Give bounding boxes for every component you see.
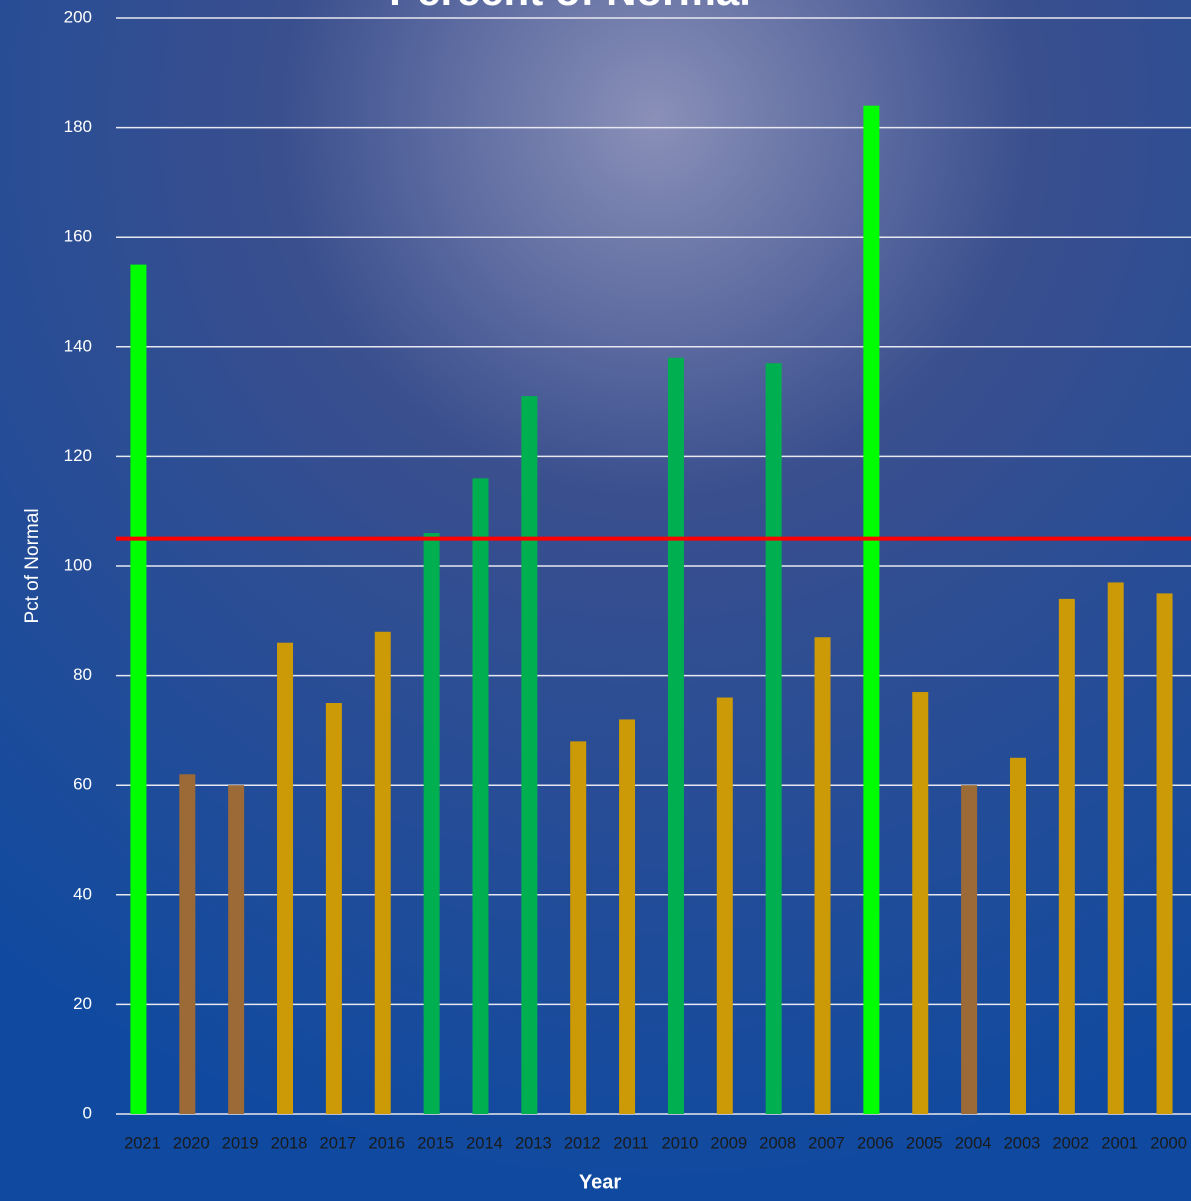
y-tick-label: 40 <box>73 884 92 903</box>
bar <box>1156 593 1173 1114</box>
y-tick-label: 100 <box>64 555 92 574</box>
bar <box>374 631 391 1114</box>
bar <box>130 264 147 1115</box>
bar <box>1058 598 1075 1114</box>
y-tick-label: 180 <box>64 117 92 136</box>
bar <box>765 363 782 1114</box>
bar <box>325 703 342 1114</box>
x-tick-label: 2005 <box>906 1134 943 1152</box>
bar <box>228 785 245 1114</box>
bar <box>961 785 978 1114</box>
bar <box>716 697 733 1114</box>
x-tick-label: 2012 <box>564 1134 601 1152</box>
y-tick-label: 140 <box>64 336 92 355</box>
x-tick-label: 2017 <box>320 1134 357 1152</box>
y-tick-label: 80 <box>73 665 92 684</box>
x-tick-label: 2002 <box>1052 1134 1089 1152</box>
bar <box>277 642 294 1114</box>
bar <box>1107 582 1124 1114</box>
bar <box>912 692 929 1114</box>
x-axis-label: Year <box>579 1171 621 1193</box>
y-tick-label: 60 <box>73 775 92 794</box>
bar <box>619 719 636 1114</box>
y-axis-label: Pct of Normal <box>22 508 43 623</box>
x-tick-label: 2010 <box>662 1134 699 1152</box>
x-tick-label: 2015 <box>417 1134 454 1152</box>
x-tick-label: 2011 <box>613 1134 648 1152</box>
y-tick-label: 0 <box>83 1103 92 1122</box>
bar <box>423 533 440 1114</box>
bar <box>1009 757 1026 1114</box>
x-tick-label: 2009 <box>710 1134 747 1152</box>
x-tick-label: 2004 <box>955 1134 992 1152</box>
x-tick-label: 2001 <box>1101 1134 1138 1152</box>
x-tick-label: 2007 <box>808 1134 845 1152</box>
bar <box>472 478 489 1114</box>
bar <box>521 396 538 1114</box>
bar <box>814 637 831 1114</box>
bar <box>570 741 587 1114</box>
y-tick-label: 160 <box>64 227 92 246</box>
x-tick-label: 2013 <box>515 1134 552 1152</box>
y-tick-label: 200 <box>64 7 92 26</box>
x-tick-label: 2020 <box>173 1134 210 1152</box>
y-tick-label: 20 <box>73 994 92 1013</box>
x-tick-label: 2000 <box>1150 1134 1187 1152</box>
x-tick-label: 2016 <box>368 1134 405 1152</box>
x-tick-label: 2019 <box>222 1134 259 1152</box>
bar <box>179 774 196 1114</box>
x-tick-label: 2008 <box>759 1134 796 1152</box>
x-tick-label: 2006 <box>857 1134 894 1152</box>
bar <box>863 105 880 1115</box>
y-tick-label: 120 <box>64 446 92 465</box>
x-tick-label: 2003 <box>1004 1134 1041 1152</box>
bar <box>667 357 684 1114</box>
x-tick-label: 2014 <box>466 1134 503 1152</box>
x-tick-label: 2021 <box>124 1134 161 1152</box>
x-tick-label: 2018 <box>271 1134 308 1152</box>
chart-title: Percent of Normal <box>389 0 751 14</box>
